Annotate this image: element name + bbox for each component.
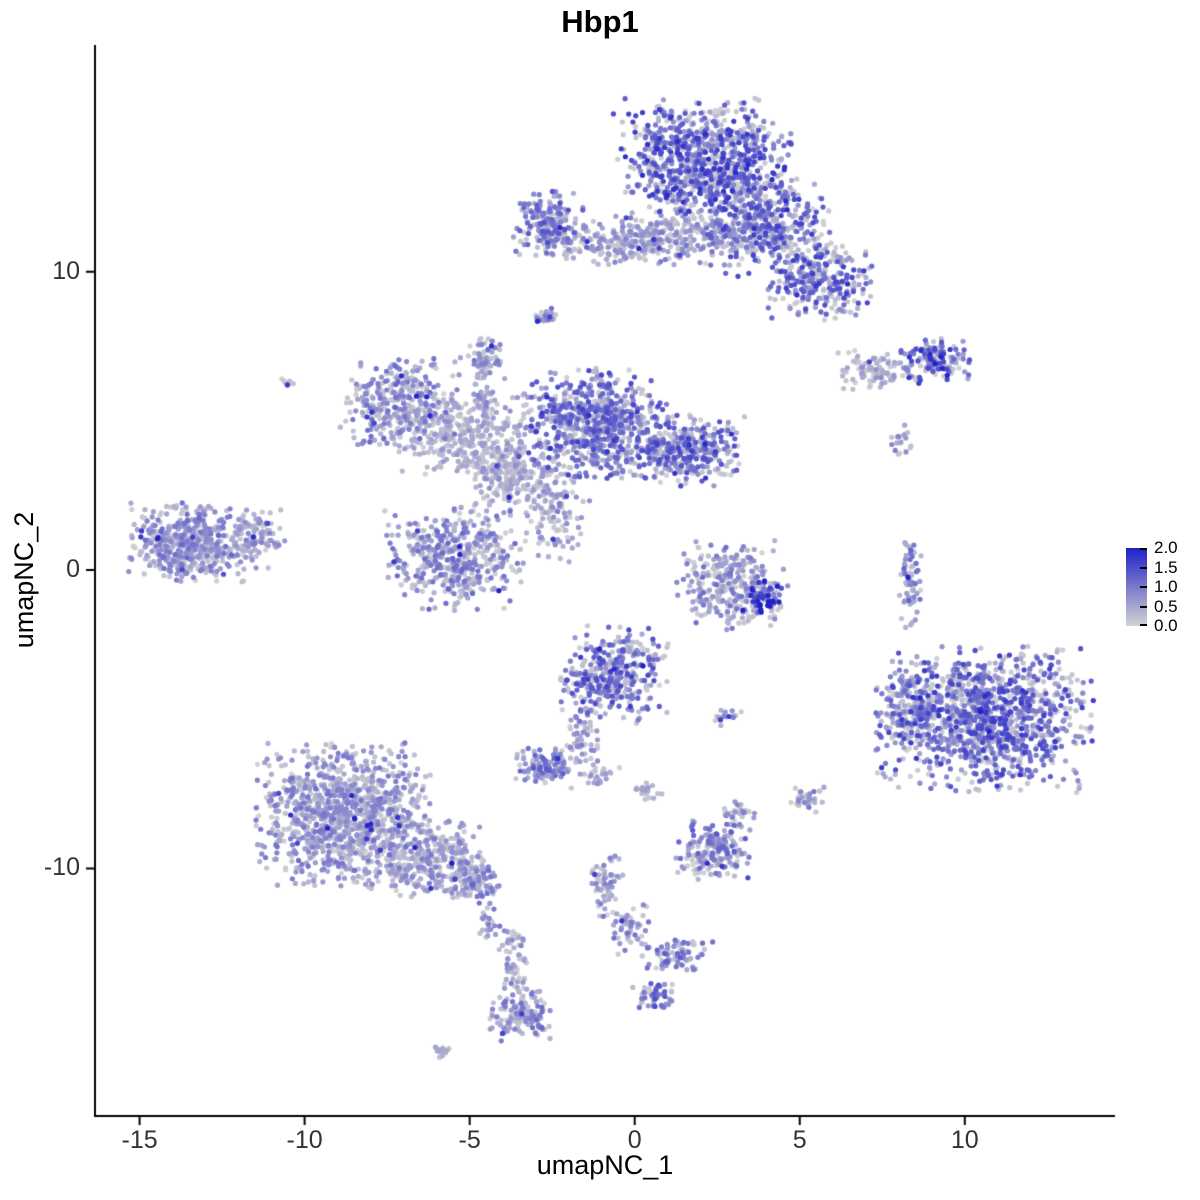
x-tick-label: 5 [792, 1126, 807, 1154]
y-tick-label: 0 [66, 555, 80, 584]
legend-tick-labels: 2.0 1.5 1.0 0.5 0.0 [1154, 539, 1200, 635]
x-tick-label: 10 [950, 1126, 979, 1154]
legend-tick-label: 1.5 [1154, 558, 1178, 577]
x-tick-label: -5 [458, 1126, 481, 1154]
legend-tick-mark [1140, 624, 1147, 626]
expression-legend: 2.0 1.5 1.0 0.5 0.0 [1126, 539, 1200, 635]
legend-tick-label: 0.5 [1154, 597, 1178, 616]
y-tick-label: 10 [52, 256, 80, 285]
legend-tick-mark [1140, 606, 1147, 608]
x-tick-label: -10 [286, 1126, 323, 1154]
legend-tick-mark [1140, 586, 1147, 588]
plot-title: Hbp1 [561, 4, 639, 39]
legend-tick-label: 1.0 [1154, 577, 1178, 596]
legend-tick-mark [1140, 567, 1147, 569]
legend-tick-mark [1140, 548, 1147, 550]
x-axis-label: umapNC_1 [536, 1150, 674, 1180]
x-tick-label: -15 [121, 1126, 158, 1154]
legend-tick-label: 2.0 [1154, 538, 1178, 557]
x-tick-label: 0 [627, 1126, 642, 1154]
y-tick-label: -10 [43, 853, 80, 882]
legend-tick-label: 0.0 [1154, 616, 1178, 635]
